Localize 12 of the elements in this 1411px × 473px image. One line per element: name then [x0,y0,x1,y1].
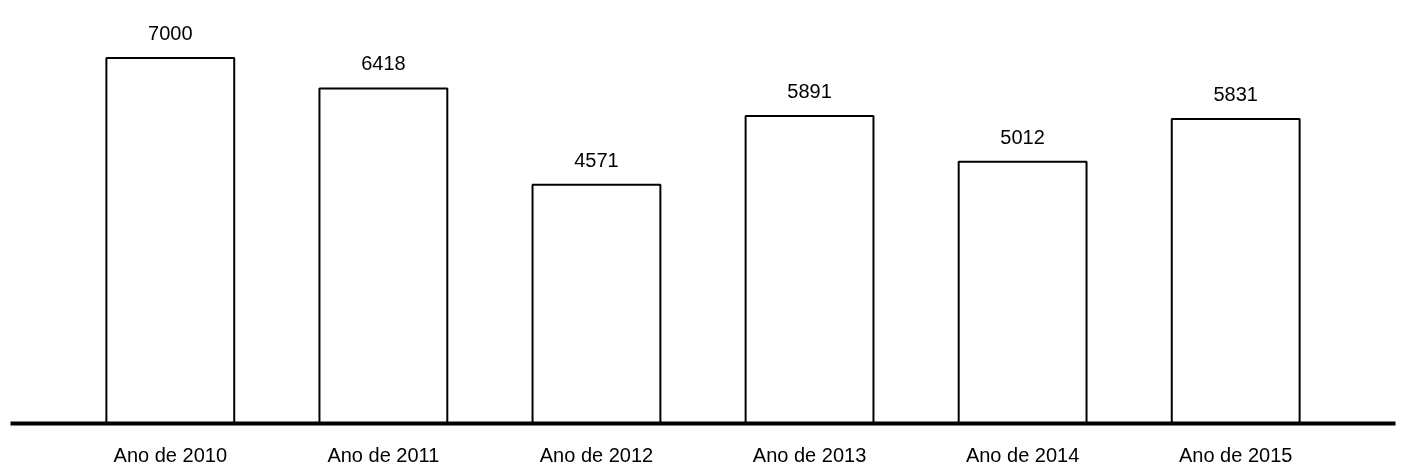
x-tick-label: Ano de 2010 [113,443,228,466]
x-tick-label: Ano de 2013 [752,443,867,466]
x-tick-label: Ano de 2014 [965,443,1080,466]
data-label: 5012 [1000,125,1045,148]
data-label: 7000 [148,22,193,45]
data-label: 5891 [787,79,832,102]
data-label: 5831 [1213,83,1258,106]
x-tick-label: Ano de 2012 [539,443,654,466]
x-tick-label: Ano de 2011 [327,443,440,466]
x-tick-label: Ano de 2015 [1178,443,1293,466]
data-label: 4571 [574,148,619,171]
data-label: 6418 [361,52,406,75]
